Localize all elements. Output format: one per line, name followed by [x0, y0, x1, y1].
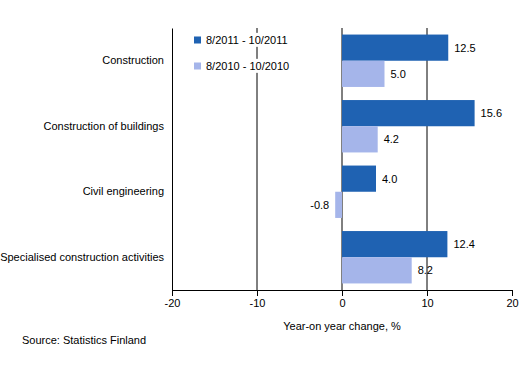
data-label: -0.8 — [310, 199, 329, 211]
data-label: 15.6 — [481, 107, 502, 119]
tick-mark — [172, 290, 173, 296]
legend-item: 8/2010 - 10/2010 — [194, 59, 291, 73]
x-axis-title: Year-on year change, % — [283, 320, 401, 332]
legend-label: 8/2011 - 10/2011 — [206, 34, 288, 46]
bar — [342, 35, 448, 61]
data-label: 12.4 — [453, 238, 474, 250]
chart: 12.5 15.6 4.0 12.4 5.0 4.2 -0.8 8.2 -20 -10 0 10 20 C… — [0, 0, 528, 380]
tick-label: 20 — [506, 297, 518, 309]
legend-swatch — [194, 63, 201, 70]
tick: Construction — [102, 54, 172, 66]
tick: -20 — [165, 290, 181, 309]
legend-background — [204, 33, 290, 47]
bar — [342, 257, 412, 283]
tick-label: -10 — [250, 297, 266, 309]
data-labels: 12.5 15.6 4.0 12.4 5.0 4.2 -0.8 8.2 — [310, 42, 502, 277]
legend: 8/2011 - 10/2011 8/2010 - 10/2010 — [194, 33, 291, 73]
bar — [342, 231, 447, 257]
tick-mark — [427, 290, 428, 296]
data-label: 12.5 — [454, 42, 475, 54]
tick-mark — [342, 290, 343, 296]
tick: 0 — [339, 290, 345, 309]
data-label: 4.2 — [384, 133, 399, 145]
source: Source: Statistics Finland — [22, 334, 146, 346]
tick-label: -20 — [165, 297, 181, 309]
data-label: 5.0 — [391, 68, 406, 80]
legend-label: 8/2010 - 10/2010 — [206, 60, 289, 72]
tick: 20 — [506, 290, 518, 309]
tick-label: Specialised construction activities — [0, 251, 164, 263]
plot: 12.5 15.6 4.0 12.4 5.0 4.2 -0.8 8.2 -20 -10 0 10 20 C… — [0, 28, 518, 309]
tick: Civil engineering — [83, 185, 172, 197]
legend-item: 8/2011 - 10/2011 — [194, 33, 290, 47]
bar — [342, 61, 385, 87]
bars — [335, 35, 474, 284]
tick-label: Construction of buildings — [44, 120, 165, 132]
tick-label: Civil engineering — [83, 185, 164, 197]
y-axis: Construction Construction of buildings Civ… — [0, 29, 172, 291]
legend-background — [204, 59, 291, 73]
tick: -10 — [250, 290, 266, 309]
tick: Specialised construction activities — [0, 251, 172, 263]
axis-line — [172, 29, 173, 291]
bar — [342, 100, 475, 126]
x-axis: -20 -10 0 10 20 — [165, 290, 519, 309]
tick-label: 0 — [339, 297, 345, 309]
data-label: 4.0 — [382, 173, 397, 185]
data-label: 8.2 — [418, 264, 433, 276]
bar — [342, 166, 376, 192]
tick-mark — [512, 290, 513, 296]
legend-swatch — [194, 37, 201, 44]
bar — [342, 126, 378, 152]
tick: 10 — [421, 290, 433, 309]
tick-label: Construction — [102, 54, 164, 66]
tick-label: 10 — [421, 297, 433, 309]
bar — [335, 192, 342, 218]
tick-mark — [257, 290, 258, 296]
tick: Construction of buildings — [44, 120, 172, 132]
